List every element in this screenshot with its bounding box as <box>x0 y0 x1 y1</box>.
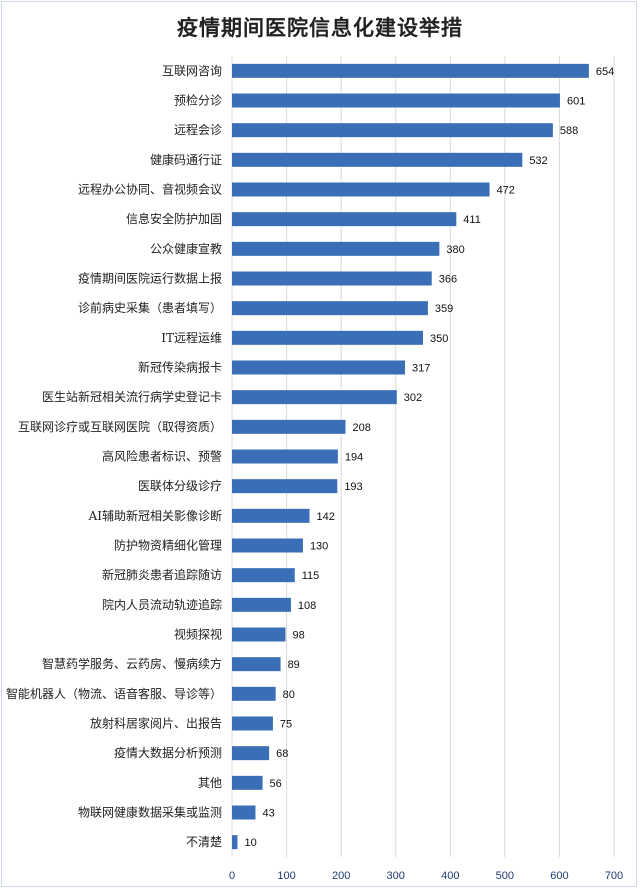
bar <box>232 212 457 227</box>
data-label: 115 <box>302 570 320 582</box>
bar <box>232 93 560 108</box>
data-label: 194 <box>345 452 363 464</box>
category-label: AI辅助新冠相关影像诊断 <box>88 508 222 523</box>
bar <box>232 686 276 701</box>
bar <box>232 419 346 434</box>
bar <box>232 627 286 642</box>
bar <box>232 123 553 138</box>
data-label: 380 <box>446 244 464 256</box>
data-label: 142 <box>316 511 334 523</box>
bar <box>232 568 295 583</box>
bar <box>232 449 338 464</box>
x-tick-label: 200 <box>332 870 350 882</box>
category-label: 互联网诊疗或互联网医院（取得资质） <box>18 419 222 434</box>
data-label: 366 <box>439 274 457 286</box>
category-label: 医联体分级诊疗 <box>138 479 222 493</box>
x-tick-label: 100 <box>277 870 295 882</box>
data-label: 89 <box>288 659 300 671</box>
data-label: 601 <box>567 96 585 108</box>
data-label: 302 <box>404 392 422 404</box>
chart-title: 疫情期间医院信息化建设举措 <box>177 16 463 40</box>
data-label: 193 <box>344 481 362 493</box>
category-label: 互联网咨询 <box>162 63 222 78</box>
x-tick-label: 700 <box>605 870 623 882</box>
category-label: 院内人员流动轨迹追踪 <box>102 597 222 612</box>
data-label: 56 <box>270 778 282 790</box>
bar <box>232 479 338 494</box>
category-label: 放射科居家阅片、出报告 <box>90 716 222 731</box>
category-label: 高风险患者标识、预警 <box>102 449 222 464</box>
data-label: 108 <box>298 600 316 612</box>
data-label: 75 <box>280 719 292 731</box>
bar <box>232 182 490 197</box>
data-label: 350 <box>430 333 448 345</box>
category-label: 预检分诊 <box>174 93 222 108</box>
category-label: 健康码通行证 <box>150 152 222 167</box>
bar <box>232 508 310 523</box>
category-label: 不清楚 <box>186 835 222 849</box>
bar <box>232 805 256 820</box>
category-label: 信息安全防护加固 <box>126 211 222 226</box>
bar <box>232 152 523 167</box>
category-label: IT远程运维 <box>161 330 222 345</box>
data-label: 43 <box>262 808 274 820</box>
category-label: 其他 <box>198 776 222 790</box>
data-label: 411 <box>463 214 481 226</box>
bar <box>232 538 303 553</box>
category-label: 疫情期间医院运行数据上报 <box>78 271 222 286</box>
data-label: 359 <box>435 303 453 315</box>
x-tick-label: 0 <box>229 870 235 882</box>
bar <box>232 746 270 761</box>
data-label: 80 <box>283 689 295 701</box>
data-label: 472 <box>497 185 515 197</box>
x-tick-label: 500 <box>496 870 514 882</box>
category-label: 诊前病史采集（患者填写） <box>78 300 222 315</box>
bar <box>232 657 281 672</box>
x-tick-label: 400 <box>441 870 459 882</box>
bar <box>232 597 291 612</box>
category-label: 防护物资精细化管理 <box>114 538 222 553</box>
data-label: 10 <box>244 837 256 849</box>
data-label: 130 <box>310 541 328 553</box>
bar <box>232 301 428 316</box>
bar <box>232 775 263 790</box>
label-layer: 654 互联网咨询 601 预检分诊 588 远程会诊 532 健康码通行证 472 远程办公协同… <box>6 63 614 849</box>
bar <box>232 390 397 405</box>
data-label: 317 <box>412 363 430 375</box>
bar <box>232 63 589 78</box>
data-label: 98 <box>292 630 304 642</box>
category-label: 新冠传染病报卡 <box>138 360 222 375</box>
data-label: 654 <box>596 66 614 78</box>
bar <box>232 835 238 850</box>
bar-layer <box>232 63 589 850</box>
category-label: 远程会诊 <box>174 122 222 137</box>
tick-layer: 0 100 200 300 400 500 600 700 <box>229 870 623 882</box>
data-label: 208 <box>353 422 371 434</box>
category-label: 疫情大数据分析预测 <box>114 745 222 760</box>
bar <box>232 330 423 345</box>
data-label: 68 <box>276 748 288 760</box>
bar <box>232 241 440 256</box>
data-label: 588 <box>560 125 578 137</box>
category-label: 远程办公协同、音视频会议 <box>78 182 222 197</box>
bar <box>232 271 432 286</box>
bar <box>232 716 273 731</box>
data-label: 532 <box>529 155 547 167</box>
x-tick-label: 300 <box>387 870 405 882</box>
x-tick-label: 600 <box>550 870 568 882</box>
category-label: 公众健康宣教 <box>150 241 222 256</box>
bar <box>232 360 405 375</box>
category-label: 视频探视 <box>174 627 222 642</box>
category-label: 智能机器人（物流、语音客服、导诊等） <box>6 686 222 701</box>
category-label: 医生站新冠相关流行病学史登记卡 <box>42 389 222 404</box>
category-label: 物联网健康数据采集或监测 <box>78 805 222 820</box>
category-label: 智慧药学服务、云药房、慢病续方 <box>42 656 222 671</box>
category-label: 新冠肺炎患者追踪随访 <box>102 567 222 582</box>
